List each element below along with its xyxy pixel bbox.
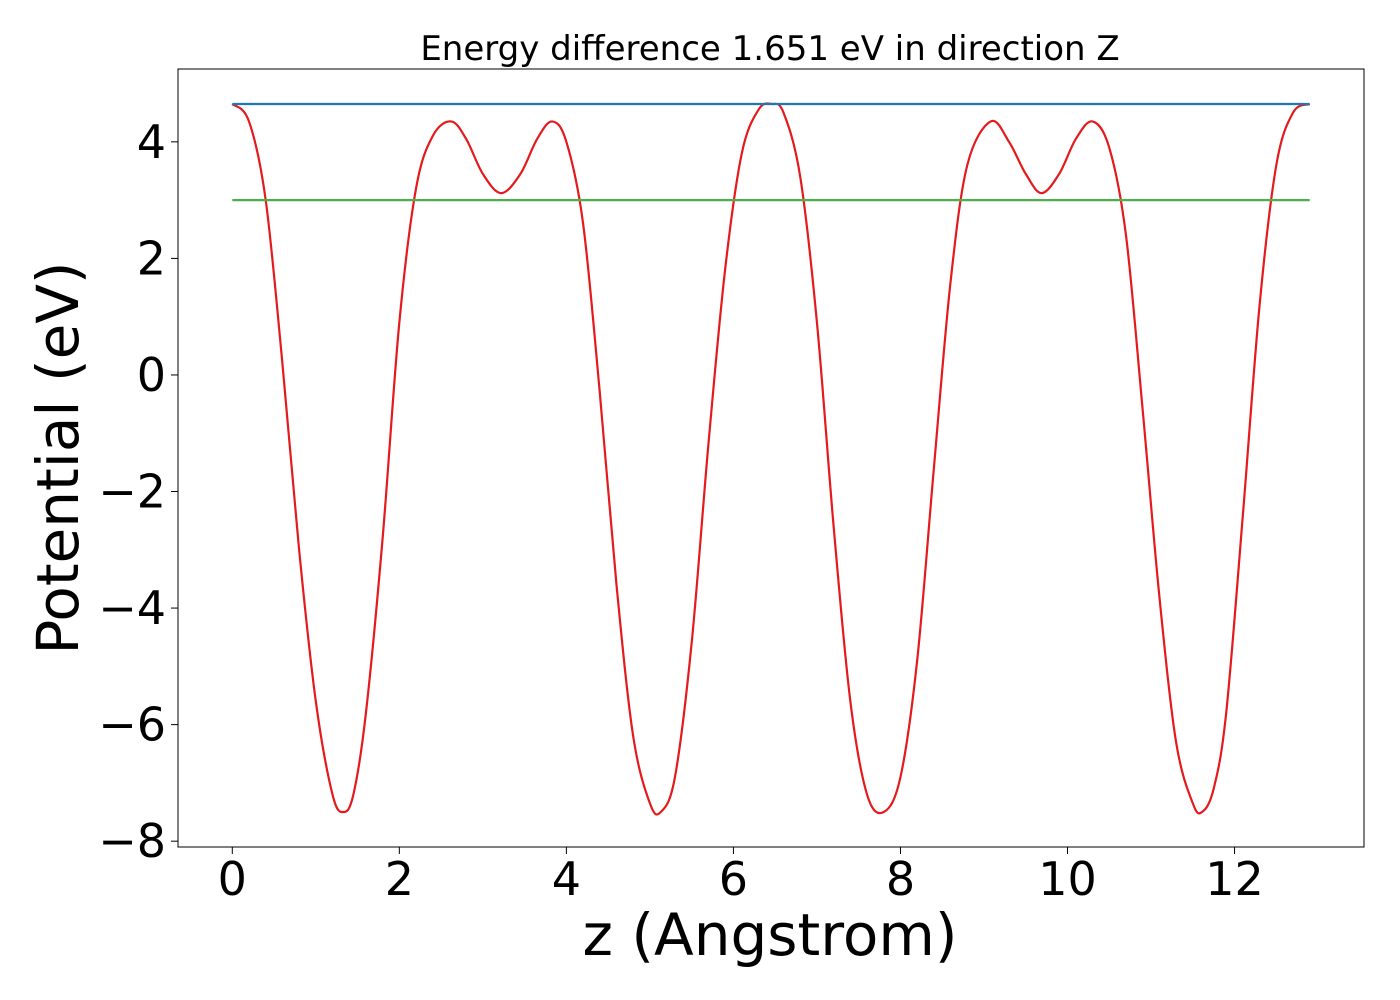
- x-tick-label: 8: [886, 852, 915, 906]
- x-tick-label: 0: [218, 852, 247, 906]
- x-tick-label: 4: [552, 852, 581, 906]
- y-tick-label: 4: [137, 115, 166, 169]
- plot-area-border: [177, 68, 1365, 848]
- y-axis-label: Potential (eV): [24, 261, 92, 654]
- y-tick-label: −8: [98, 814, 166, 868]
- y-tick-label: 0: [137, 348, 166, 402]
- y-tick-label: −4: [98, 581, 166, 635]
- y-tick-label: −6: [98, 698, 166, 752]
- x-tick-label: 12: [1205, 852, 1264, 906]
- series-layer: [231, 102, 1311, 816]
- x-tick-label: 6: [719, 852, 748, 906]
- y-tick-label: 2: [137, 231, 166, 285]
- x-tick-label: 10: [1038, 852, 1097, 906]
- potential-curve-line: [231, 102, 1311, 816]
- y-tick-label: −2: [98, 465, 166, 519]
- x-tick-label: 2: [385, 852, 414, 906]
- ticks-layer: 0 2 4 6 8 10 12 −8 −6 −4 −2 0 2 4: [98, 115, 1264, 906]
- x-axis-label: z (Angstrom): [583, 901, 958, 969]
- chart-title: Energy difference 1.651 eV in direction …: [420, 29, 1119, 69]
